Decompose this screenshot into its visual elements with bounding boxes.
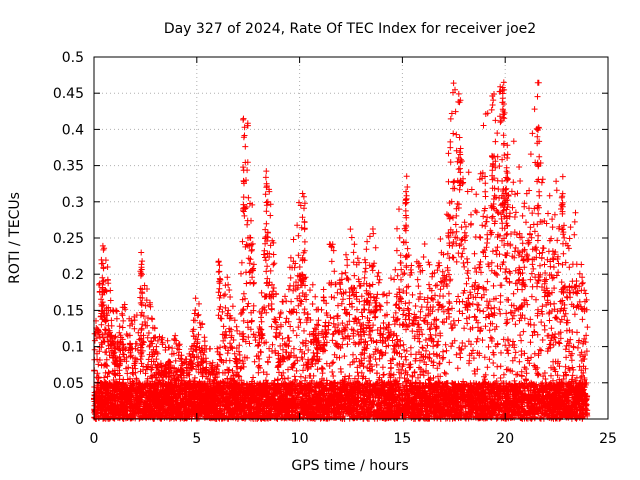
x-axis-label: GPS time / hours [291, 458, 408, 474]
x-tick-label: 0 [90, 431, 99, 447]
x-tick-label: 5 [192, 431, 201, 447]
y-tick-label: 0.1 [62, 340, 84, 356]
y-tick-label: 0.4 [62, 122, 84, 138]
y-tick-label: 0.45 [53, 86, 84, 102]
x-tick-label: 20 [496, 431, 514, 447]
x-tick-label: 10 [291, 431, 309, 447]
data-points [91, 79, 591, 422]
y-tick-label: 0.25 [53, 231, 84, 247]
chart-title: Day 327 of 2024, Rate Of TEC Index for r… [164, 21, 536, 37]
x-tick-label: 15 [393, 431, 411, 447]
axis-ticks: 0 5 10 15 20 25 0 0.05 0.1 0.15 0.2 0.25 0.3 0.35 0.4 0… [53, 50, 617, 447]
y-tick-label: 0.15 [53, 303, 84, 319]
y-tick-label: 0 [75, 412, 84, 428]
x-tick-label: 25 [599, 431, 617, 447]
y-tick-label: 0.05 [53, 376, 84, 392]
y-axis-label: ROTI / TECUs [7, 192, 23, 284]
y-tick-label: 0.3 [62, 195, 84, 211]
y-tick-label: 0.35 [53, 159, 84, 175]
plus-markers [91, 79, 591, 422]
y-tick-label: 0.5 [62, 50, 84, 66]
y-tick-label: 0.2 [62, 267, 84, 283]
